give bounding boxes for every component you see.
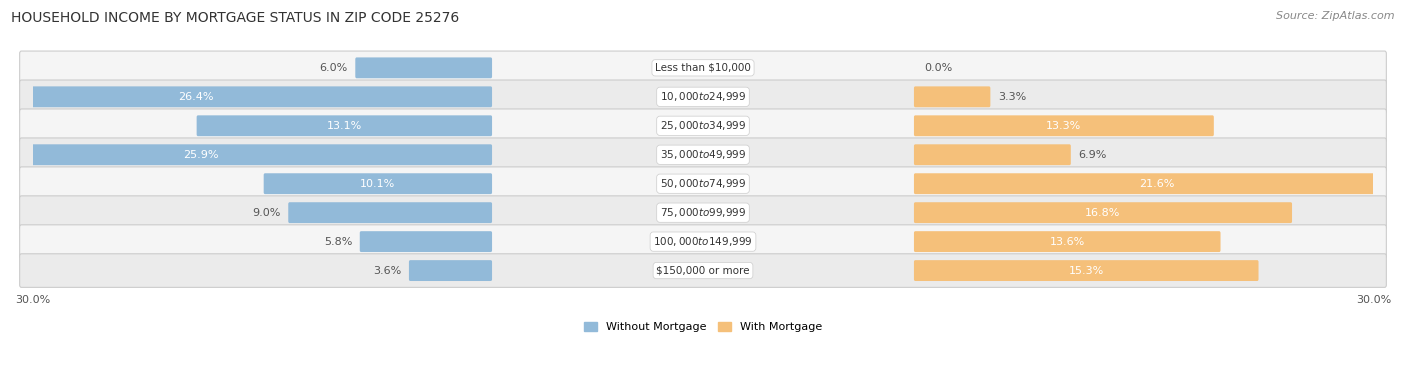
FancyBboxPatch shape [914, 115, 1213, 136]
FancyBboxPatch shape [20, 225, 1386, 259]
Text: 13.6%: 13.6% [1050, 237, 1085, 246]
Text: 6.0%: 6.0% [319, 63, 347, 73]
FancyBboxPatch shape [914, 231, 1220, 252]
FancyBboxPatch shape [409, 260, 492, 281]
Text: 16.8%: 16.8% [1085, 208, 1121, 218]
FancyBboxPatch shape [288, 202, 492, 223]
Text: 10.1%: 10.1% [360, 179, 395, 189]
FancyBboxPatch shape [20, 167, 1386, 200]
FancyBboxPatch shape [914, 260, 1258, 281]
Text: 6.9%: 6.9% [1078, 150, 1107, 160]
Text: $150,000 or more: $150,000 or more [657, 266, 749, 276]
FancyBboxPatch shape [20, 51, 1386, 85]
FancyBboxPatch shape [20, 80, 1386, 114]
Text: HOUSEHOLD INCOME BY MORTGAGE STATUS IN ZIP CODE 25276: HOUSEHOLD INCOME BY MORTGAGE STATUS IN Z… [11, 11, 460, 25]
Text: $50,000 to $74,999: $50,000 to $74,999 [659, 177, 747, 190]
Text: $35,000 to $49,999: $35,000 to $49,999 [659, 148, 747, 161]
Legend: Without Mortgage, With Mortgage: Without Mortgage, With Mortgage [579, 318, 827, 337]
Text: 13.1%: 13.1% [326, 121, 361, 131]
FancyBboxPatch shape [197, 115, 492, 136]
Text: $10,000 to $24,999: $10,000 to $24,999 [659, 90, 747, 103]
Text: $25,000 to $34,999: $25,000 to $34,999 [659, 119, 747, 132]
FancyBboxPatch shape [20, 254, 1386, 287]
Text: 3.3%: 3.3% [998, 92, 1026, 102]
Text: 13.3%: 13.3% [1046, 121, 1081, 131]
FancyBboxPatch shape [914, 144, 1071, 165]
FancyBboxPatch shape [0, 144, 492, 165]
Text: Less than $10,000: Less than $10,000 [655, 63, 751, 73]
FancyBboxPatch shape [0, 87, 492, 107]
Text: Source: ZipAtlas.com: Source: ZipAtlas.com [1277, 11, 1395, 21]
FancyBboxPatch shape [914, 87, 990, 107]
FancyBboxPatch shape [264, 173, 492, 194]
Text: 25.9%: 25.9% [184, 150, 219, 160]
FancyBboxPatch shape [356, 57, 492, 78]
FancyBboxPatch shape [20, 196, 1386, 229]
Text: 26.4%: 26.4% [179, 92, 214, 102]
FancyBboxPatch shape [914, 202, 1292, 223]
FancyBboxPatch shape [20, 109, 1386, 143]
Text: 9.0%: 9.0% [252, 208, 281, 218]
FancyBboxPatch shape [914, 173, 1399, 194]
Text: 5.8%: 5.8% [323, 237, 352, 246]
FancyBboxPatch shape [360, 231, 492, 252]
Text: $100,000 to $149,999: $100,000 to $149,999 [654, 235, 752, 248]
Text: 15.3%: 15.3% [1069, 266, 1104, 276]
FancyBboxPatch shape [20, 138, 1386, 172]
Text: 21.6%: 21.6% [1139, 179, 1174, 189]
Text: $75,000 to $99,999: $75,000 to $99,999 [659, 206, 747, 219]
Text: 3.6%: 3.6% [373, 266, 401, 276]
Text: 0.0%: 0.0% [924, 63, 952, 73]
